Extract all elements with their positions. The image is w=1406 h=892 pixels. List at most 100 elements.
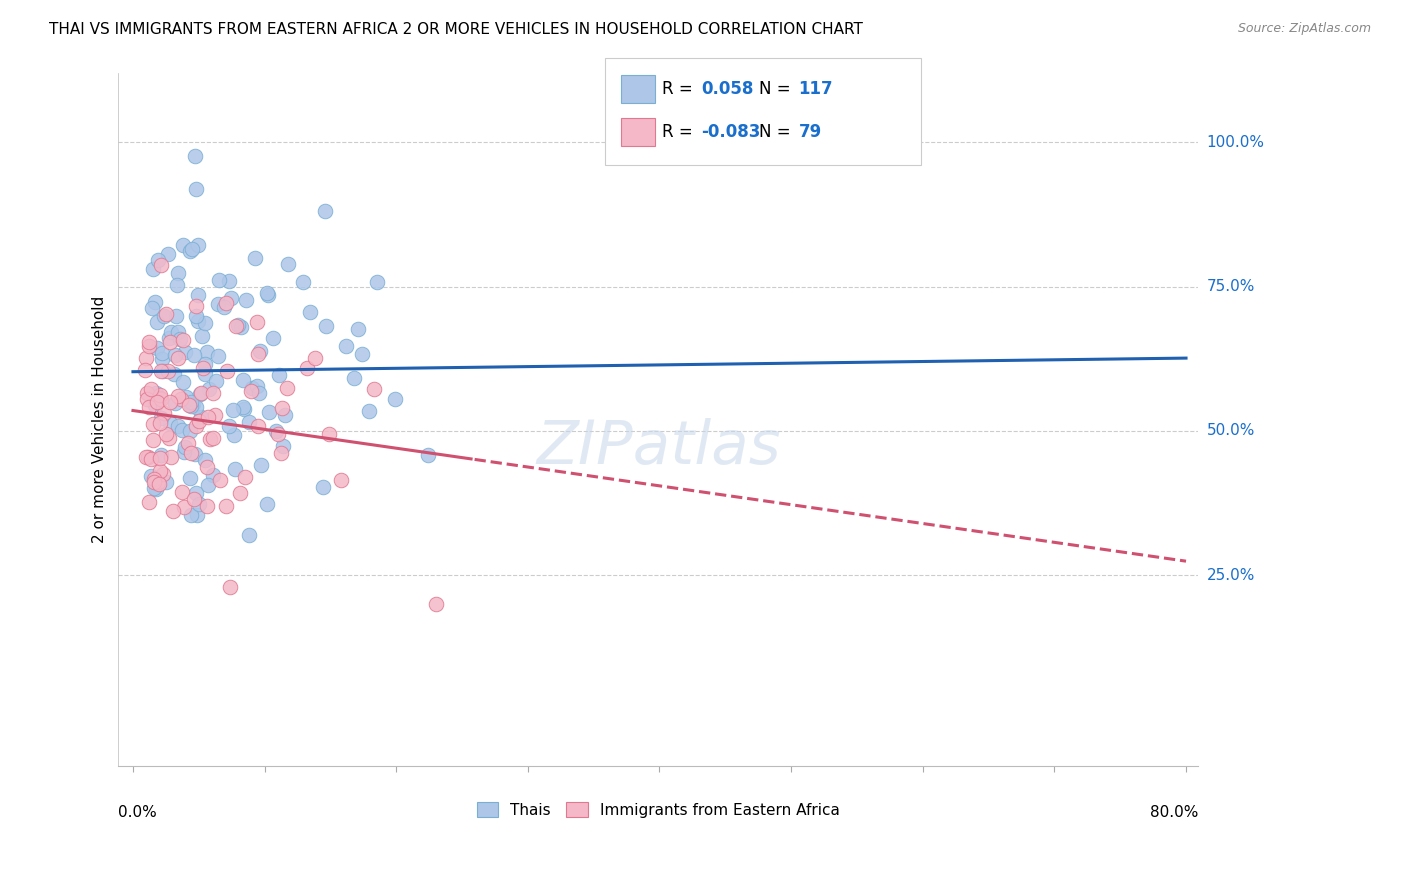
Point	[155, 426, 177, 441]
Point	[350, 347, 373, 361]
Point	[165, 309, 187, 323]
Point	[183, 348, 205, 362]
Point	[160, 450, 183, 464]
Text: N =: N =	[759, 80, 796, 98]
Point	[222, 428, 245, 442]
Point	[184, 447, 207, 461]
Point	[145, 482, 167, 496]
Point	[172, 333, 194, 347]
Point	[149, 464, 172, 478]
Point	[195, 499, 218, 513]
Point	[150, 448, 173, 462]
Point	[157, 364, 180, 378]
Point	[291, 275, 314, 289]
Point	[233, 469, 256, 483]
Point	[174, 390, 197, 404]
Point	[153, 406, 176, 420]
Point	[215, 363, 238, 377]
Point	[155, 475, 177, 490]
Point	[262, 331, 284, 345]
Point	[276, 381, 298, 395]
Point	[224, 462, 246, 476]
Point	[198, 432, 221, 446]
Point	[187, 238, 209, 252]
Point	[138, 400, 160, 414]
Text: 25.0%: 25.0%	[1206, 568, 1254, 582]
Point	[197, 410, 219, 425]
Point	[149, 451, 172, 466]
Text: -0.083: -0.083	[702, 123, 761, 141]
Point	[173, 444, 195, 458]
Point	[135, 392, 157, 406]
Point	[208, 273, 231, 287]
Y-axis label: 2 or more Vehicles in Household: 2 or more Vehicles in Household	[93, 296, 107, 543]
Point	[166, 277, 188, 292]
Point	[149, 392, 172, 406]
Point	[270, 401, 292, 415]
Point	[167, 325, 190, 339]
Point	[143, 398, 166, 412]
Point	[190, 409, 212, 424]
Point	[238, 528, 260, 542]
Point	[257, 287, 280, 301]
Point	[163, 348, 186, 362]
Point	[155, 307, 177, 321]
Point	[177, 436, 200, 450]
Point	[173, 500, 195, 514]
Point	[179, 398, 201, 412]
Point	[183, 492, 205, 507]
Point	[152, 467, 174, 481]
Point	[186, 486, 208, 500]
Text: 50.0%: 50.0%	[1206, 424, 1254, 439]
Point	[142, 262, 165, 277]
Point	[180, 445, 202, 459]
Point	[232, 373, 254, 387]
Point	[318, 426, 340, 441]
Point	[425, 597, 447, 611]
Point	[162, 504, 184, 518]
Point	[315, 319, 337, 334]
Point	[186, 309, 208, 323]
Point	[170, 423, 193, 437]
Point	[194, 357, 217, 371]
Point	[256, 497, 278, 511]
Point	[366, 275, 388, 289]
Text: R =: R =	[662, 80, 699, 98]
Point	[250, 458, 273, 472]
Point	[134, 363, 156, 377]
Point	[184, 181, 207, 195]
Point	[167, 266, 190, 280]
Point	[201, 431, 224, 445]
Point	[246, 315, 269, 329]
Point	[167, 389, 190, 403]
Point	[159, 395, 181, 409]
Text: 80.0%: 80.0%	[1150, 805, 1198, 820]
Point	[205, 374, 228, 388]
Point	[188, 497, 211, 511]
Point	[167, 419, 190, 434]
Point	[179, 470, 201, 484]
Point	[186, 508, 208, 522]
Point	[249, 343, 271, 358]
Point	[195, 460, 218, 475]
Point	[163, 367, 186, 381]
Point	[149, 364, 172, 378]
Point	[264, 424, 287, 438]
Point	[226, 318, 249, 333]
Point	[357, 404, 380, 418]
Point	[141, 301, 163, 315]
Point	[142, 417, 165, 432]
Point	[180, 508, 202, 522]
Point	[169, 332, 191, 346]
Text: 0.0%: 0.0%	[118, 805, 157, 820]
Point	[240, 381, 263, 395]
Point	[145, 341, 167, 355]
Point	[186, 419, 208, 434]
Point	[145, 395, 167, 409]
Point	[312, 480, 335, 494]
Point	[179, 424, 201, 438]
Text: 79: 79	[799, 123, 823, 141]
Point	[343, 370, 366, 384]
Point	[218, 274, 240, 288]
Point	[201, 385, 224, 400]
